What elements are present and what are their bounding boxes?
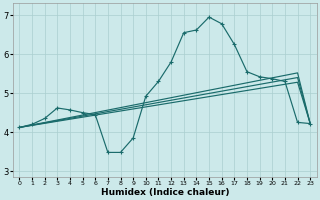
X-axis label: Humidex (Indice chaleur): Humidex (Indice chaleur) [100, 188, 229, 197]
